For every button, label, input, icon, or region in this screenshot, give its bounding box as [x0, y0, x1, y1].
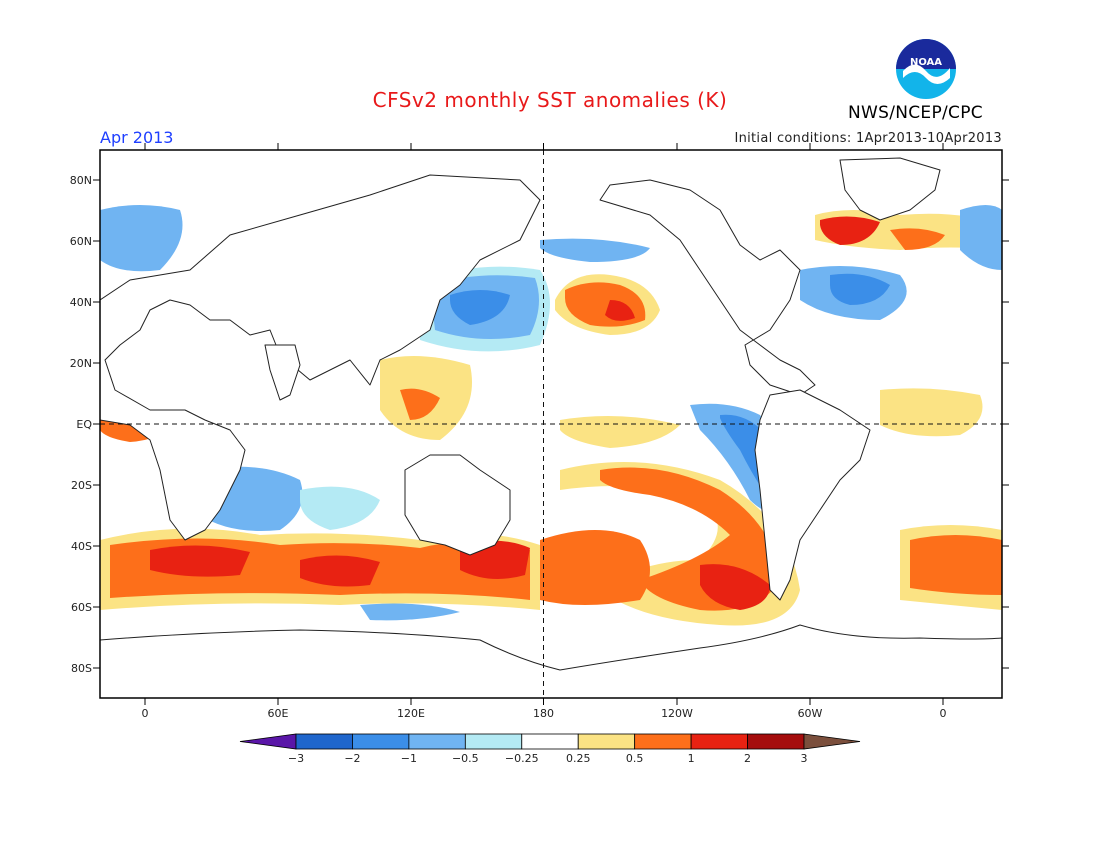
colorbar-segment [747, 733, 805, 750]
colorbar-segment [690, 733, 748, 750]
colorbar: −3 −2 −1 −0.5 −0.25 0.25 0.5 1 2 3 [239, 733, 861, 765]
lat-label: 60S [71, 601, 92, 614]
lat-label: 60N [70, 235, 92, 248]
colorbar-segment [408, 733, 466, 750]
initial-conditions-label: Initial conditions: 1Apr2013-10Apr2013 [734, 131, 1002, 146]
colorbar-tick-label: −2 [344, 752, 360, 765]
lon-label: 0 [142, 707, 149, 720]
lon-label: 120W [661, 707, 693, 720]
lon-label: 60E [268, 707, 289, 720]
lat-label: 40S [71, 540, 92, 553]
logo-text: NOAA [910, 57, 942, 68]
colorbar-tick-label: 0.25 [566, 752, 591, 765]
coastlines [100, 157, 1002, 698]
lat-label: 20N [70, 357, 92, 370]
colorbar-tick-label: 1 [688, 752, 695, 765]
lat-label: EQ [76, 418, 92, 431]
colorbar-max-arrow [803, 733, 861, 750]
organization-label: NWS/NCEP/CPC [848, 103, 983, 123]
lat-label: 80S [71, 662, 92, 675]
chart-title: CFSv2 monthly SST anomalies (K) [372, 88, 728, 112]
colorbar-segment [634, 733, 692, 750]
colorbar-tick-label: −0.25 [505, 752, 539, 765]
lat-label: 40N [70, 296, 92, 309]
lon-label: 60W [798, 707, 823, 720]
month-label: Apr 2013 [100, 128, 174, 147]
colorbar-tick-label: 3 [801, 752, 808, 765]
colorbar-segment [464, 733, 523, 750]
colorbar-tick-label: −3 [288, 752, 304, 765]
lat-axis: 80N 60N 40N 20N EQ 20S 40S 60S 80S [70, 174, 1009, 675]
colorbar-segment [295, 733, 353, 750]
noaa-logo: NOAA [896, 39, 956, 99]
colorbar-min-arrow [239, 733, 297, 750]
lat-label: 20S [71, 479, 92, 492]
colorbar-segment [521, 733, 579, 750]
colorbar-tick-label: −0.5 [452, 752, 479, 765]
lon-label: 0 [940, 707, 947, 720]
lon-label: 180 [533, 707, 554, 720]
colorbar-segment [352, 733, 410, 750]
colorbar-segment [577, 733, 636, 750]
colorbar-tick-label: 0.5 [626, 752, 644, 765]
lon-axis: 0 60E 120E 180 120W 60W 0 [142, 143, 947, 720]
colorbar-tick-label: 2 [744, 752, 751, 765]
lon-label: 120E [397, 707, 425, 720]
colorbar-tick-label: −1 [401, 752, 417, 765]
lat-label: 80N [70, 174, 92, 187]
